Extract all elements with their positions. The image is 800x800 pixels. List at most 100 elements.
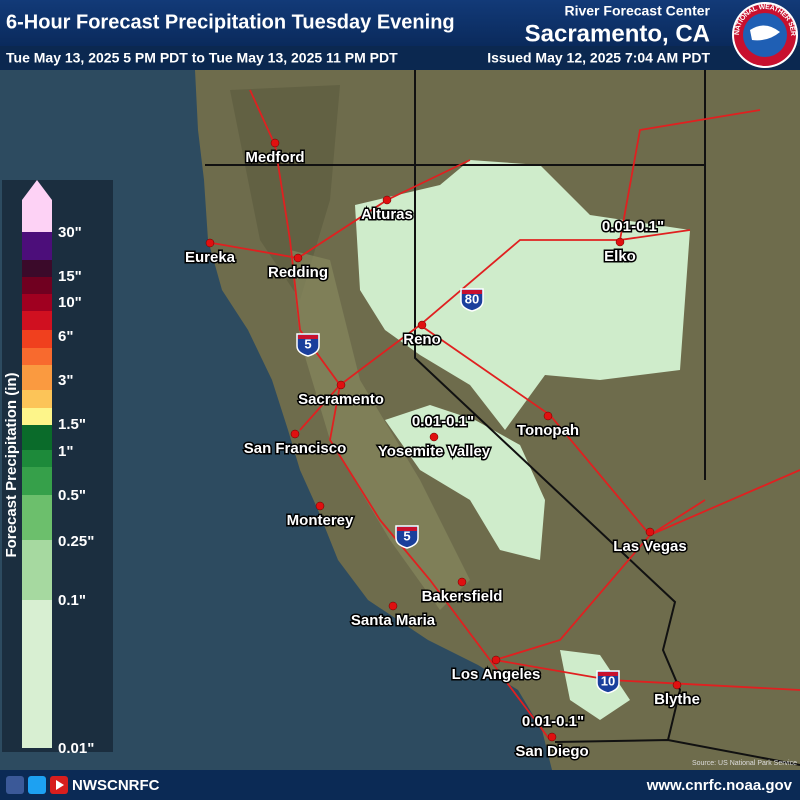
logo-cloud	[750, 25, 780, 41]
title: 6-Hour Forecast Precipitation Tuesday Ev…	[6, 11, 455, 33]
legend-swatch	[22, 294, 52, 311]
city-dot	[417, 320, 427, 330]
city-dot	[388, 601, 398, 611]
city-dot	[270, 138, 280, 148]
city-label: Blythe	[654, 691, 700, 708]
subheader-bar	[0, 46, 800, 70]
city-label: Bakersfield	[422, 588, 503, 605]
city-dot	[293, 253, 303, 263]
state-borders	[205, 70, 800, 766]
city-dot	[547, 732, 557, 742]
city-dot	[205, 238, 215, 248]
legend-swatch	[22, 277, 52, 294]
city-dot	[315, 501, 325, 511]
highway	[249, 89, 551, 741]
legend-swatch	[22, 467, 52, 495]
twitter-icon[interactable]	[28, 776, 46, 794]
city-label: Alturas	[361, 206, 413, 223]
precip-annotation: 0.01-0.1"	[522, 713, 584, 730]
highway	[619, 109, 761, 241]
interstate-shields: 80 5 5 10	[296, 288, 620, 694]
city-label: Monterey	[287, 512, 354, 529]
shield-number: 5	[304, 336, 311, 351]
central-valley	[290, 250, 470, 610]
issued-time: Issued May 12, 2025 7:04 AM PDT	[487, 50, 710, 66]
legend-swatch	[22, 450, 52, 467]
border	[554, 738, 800, 766]
shield-number: 80	[465, 291, 479, 306]
city-label: Tonopah	[517, 422, 579, 439]
city-dot	[672, 680, 682, 690]
social-handle: NWSCNRFC	[72, 777, 160, 794]
shield-body	[460, 288, 484, 312]
highway	[494, 499, 706, 661]
city-dot	[429, 432, 439, 442]
footer-bar	[0, 770, 800, 800]
legend-swatch	[22, 330, 52, 348]
shield-top	[397, 527, 417, 531]
city-dot	[615, 237, 625, 247]
legend-label: 10"	[58, 294, 82, 311]
highways	[211, 89, 800, 741]
center-name: River Forecast Center	[564, 3, 710, 19]
legend-swatch	[22, 495, 52, 540]
city-dot	[543, 411, 553, 421]
legend-label: 15"	[58, 268, 82, 285]
highway	[211, 159, 471, 259]
shield-number: 10	[601, 673, 615, 688]
city-label: Sacramento	[298, 391, 384, 408]
precip-area	[560, 650, 630, 720]
legend-label: 6"	[58, 328, 73, 345]
cities: Medford Alturas Eureka Redding Elko Reno Sacra…	[183, 138, 701, 761]
precip-annotation: 0.01-0.1"	[602, 218, 664, 235]
city-label: Eureka	[185, 249, 236, 266]
facebook-icon[interactable]	[6, 776, 24, 794]
legend-label: 30"	[58, 224, 82, 241]
shield-number: 5	[403, 528, 410, 543]
legend-label: 0.5"	[58, 487, 86, 504]
city-label: San Diego	[515, 743, 588, 760]
highway	[419, 324, 800, 537]
legend-panel	[2, 180, 113, 752]
precip-area	[355, 160, 690, 430]
city-dot	[457, 577, 467, 587]
legend-arrow	[22, 180, 52, 200]
city-dot	[491, 655, 501, 665]
city-label: Los Angeles	[452, 666, 541, 683]
legend-swatch	[22, 540, 52, 600]
shield-body	[296, 333, 320, 357]
city-label: Medford	[245, 149, 304, 166]
city-label: Redding	[268, 264, 328, 281]
city-label: Reno	[403, 331, 441, 348]
shield-body	[596, 670, 620, 694]
legend-label: 0.01"	[58, 740, 94, 757]
city-label: Santa Maria	[351, 612, 436, 629]
legend-label: 0.25"	[58, 533, 94, 550]
legend-swatch	[22, 260, 52, 277]
legend-swatch	[22, 600, 52, 748]
shield-body	[395, 525, 419, 549]
highway	[299, 229, 691, 431]
website[interactable]: www.cnrfc.noaa.gov	[646, 777, 793, 794]
precip-annotation: 0.01-0.1"	[412, 413, 474, 430]
legend-title: Forecast Precipitation (in)	[3, 372, 20, 557]
legend-label: 1.5"	[58, 416, 86, 433]
legend-swatch	[22, 348, 52, 365]
legend-swatch	[22, 232, 52, 260]
header-bar	[0, 0, 800, 46]
city-dot	[290, 429, 300, 439]
legend-swatch	[22, 200, 52, 232]
legend-label: 0.1"	[58, 592, 86, 609]
city-dot	[645, 527, 655, 537]
legend-swatch	[22, 311, 52, 330]
legend-swatch	[22, 425, 52, 450]
city-label: Elko	[604, 248, 636, 265]
shield-top	[462, 290, 482, 294]
legend: 30" 15" 10" 6" 3" 1.5" 1" 0.5" 0.25" 0.1" 0.01"	[22, 180, 94, 757]
legend-swatch	[22, 390, 52, 408]
legend-label: 3"	[58, 372, 73, 389]
shield-top	[298, 335, 318, 339]
source-credit: Source: US National Park Service	[692, 760, 797, 767]
city-label: Yosemite Valley	[378, 443, 491, 460]
